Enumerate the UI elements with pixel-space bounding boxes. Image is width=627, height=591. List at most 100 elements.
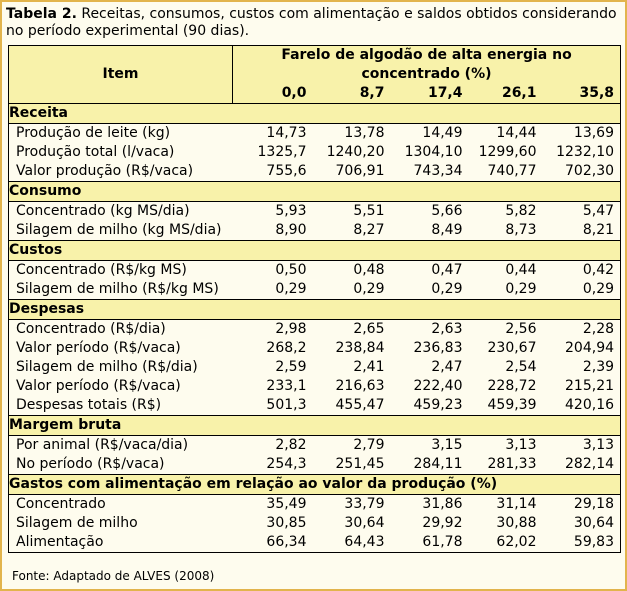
row-label: Silagem de milho (kg MS/dia) [8,221,233,241]
cell-value: 35,49 [266,496,307,512]
level-header: 17,4 [427,85,463,101]
section-title: Gastos com alimentação em relação ao val… [7,474,622,495]
cell-value: 204,94 [542,339,622,358]
cell-value: 0,48 [353,262,385,278]
cell-value: 1240,20 [326,144,385,160]
level-header: 35,8 [542,84,622,104]
section-header-row: Consumo [7,181,622,202]
row-label: Concentrado (kg MS/dia) [8,201,233,221]
cell-value: 8,21 [542,221,622,241]
cell-value: 459,23 [413,397,463,413]
row-label: Valor período (R$/vaca) [8,339,233,358]
table-row: Silagem de milho (R$/dia) 2,59 2,41 2,47 2,5… [8,358,622,377]
table-row: Valor produção (R$/vaca) 755,6 706,91 743,3… [8,162,622,182]
table-row: Silagem de milho (R$/kg MS) 0,29 0,29 0,29 0… [8,280,622,300]
cell-value: 284,11 [413,456,463,472]
cell-value: 0,42 [542,260,622,280]
table-row: Alimentação 66,34 64,43 61,78 62,02 59,83 [8,533,622,553]
row-label: Produção de leite (kg) [8,123,233,143]
cell-value: 1304,10 [404,144,463,160]
table-row: Produção de leite (kg) 14,73 13,78 14,49 14,… [8,123,622,143]
table-row: Silagem de milho (kg MS/dia) 8,90 8,27 8,49… [8,221,622,241]
cell-value: 702,30 [542,162,622,182]
item-header: Item [8,45,233,104]
row-label: Concentrado [8,494,233,514]
row-label: Concentrado (R$/dia) [8,319,233,339]
row-label: Concentrado (R$/kg MS) [8,260,233,280]
cell-value: 2,59 [275,359,307,375]
cell-value: 31,14 [496,496,537,512]
table-caption: Tabela 2. Receitas, consumos, custos com… [6,6,618,40]
cell-value: 0,29 [275,281,307,297]
cell-value: 238,84 [335,340,385,356]
cell-value: 282,14 [542,455,622,475]
row-label: Despesas totais (R$) [8,396,233,416]
cell-value: 230,67 [487,340,537,356]
cell-value: 2,79 [353,437,385,453]
table-row: Despesas totais (R$) 501,3 455,47 459,23 459… [8,396,622,416]
section-title: Custos [7,240,622,261]
section-title: Despesas [7,299,622,320]
cell-value: 3,13 [505,437,537,453]
table-row: Valor período (R$/vaca) 233,1 216,63 222,40… [8,377,622,396]
cell-value: 2,65 [353,321,385,337]
cell-value: 13,69 [542,123,622,143]
cell-value: 236,83 [413,340,463,356]
cell-value: 33,79 [344,496,385,512]
table-row: Silagem de milho 30,85 30,64 29,92 30,88 30,6… [8,514,622,533]
section-header-row: Gastos com alimentação em relação ao val… [7,474,622,495]
cell-value: 30,85 [266,515,307,531]
section-header-row: Margem bruta [7,415,622,436]
table-row: Concentrado (kg MS/dia) 5,93 5,51 5,66 5,82 5… [8,201,622,221]
cell-value: 14,44 [496,125,537,141]
cell-value: 2,63 [431,321,463,337]
row-label: Valor produção (R$/vaca) [8,162,233,182]
farelo-header: Farelo de algodão de alta energia no con… [232,45,622,84]
cell-value: 14,73 [266,125,307,141]
cell-value: 233,1 [266,378,307,394]
level-header: 0,0 [281,85,307,101]
cell-value: 8,90 [275,222,307,238]
row-label: Silagem de milho [8,514,233,533]
cell-value: 8,27 [353,222,385,238]
cell-value: 62,02 [468,533,543,553]
table-row: Concentrado (R$/kg MS) 0,50 0,48 0,47 0,44 0,… [8,260,622,280]
cell-value: 14,49 [422,125,463,141]
section-header-row: Despesas [7,299,622,320]
cell-value: 30,88 [496,515,537,531]
cell-value: 29,18 [542,494,622,514]
table-row: Por animal (R$/vaca/dia) 2,82 2,79 3,15 3,13… [8,435,622,455]
cell-value: 29,92 [422,515,463,531]
cell-value: 222,40 [413,378,463,394]
row-label: Alimentação [8,533,233,553]
row-label: Valor período (R$/vaca) [8,377,233,396]
section-header-row: Custos [7,240,622,261]
row-label: Produção total (l/vaca) [8,143,233,162]
table-row: No período (R$/vaca) 254,3 251,45 284,11 281… [8,455,622,475]
cell-value: 0,47 [431,262,463,278]
cell-value: 216,63 [335,378,385,394]
cell-value: 743,34 [413,163,463,179]
caption-text: Receitas, consumos, custos com alimentaç… [6,6,617,39]
cell-value: 254,3 [266,456,307,472]
row-label: Silagem de milho (R$/dia) [8,358,233,377]
cell-value: 420,16 [542,396,622,416]
cell-value: 215,21 [542,377,622,396]
table-row: Produção total (l/vaca) 1325,7 1240,20 1304… [8,143,622,162]
cell-value: 0,44 [505,262,537,278]
cell-value: 0,29 [505,281,537,297]
cell-value: 5,47 [542,201,622,221]
cell-value: 0,50 [275,262,307,278]
cell-value: 5,66 [431,203,463,219]
data-table: Item Farelo de algodão de alta energia n… [7,45,622,553]
cell-value: 8,49 [431,222,463,238]
table-row: Concentrado (R$/dia) 2,98 2,65 2,63 2,56 2,28 [8,319,622,339]
cell-value: 31,86 [422,496,463,512]
cell-value: 1232,10 [542,143,622,162]
section-title: Consumo [7,181,622,202]
cell-value: 706,91 [335,163,385,179]
cell-value: 30,64 [344,515,385,531]
caption-label: Tabela 2. [6,6,77,22]
cell-value: 455,47 [335,397,385,413]
cell-value: 30,64 [542,514,622,533]
